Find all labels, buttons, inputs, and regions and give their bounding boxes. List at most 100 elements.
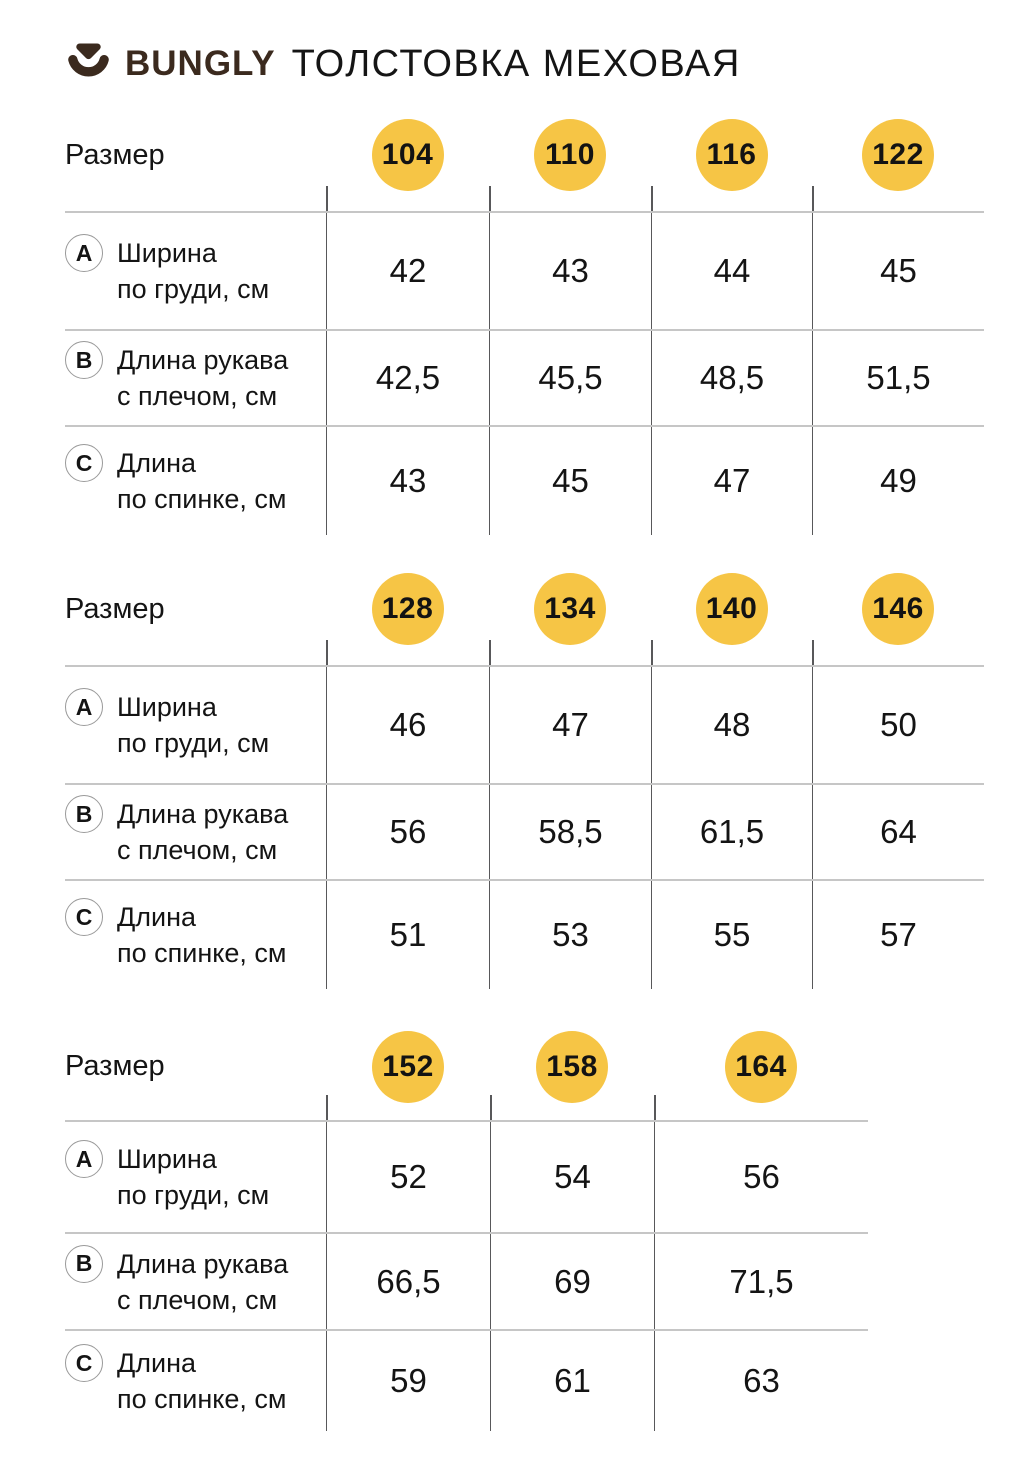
size-column-header: 104 — [326, 113, 489, 211]
size-column-header: 152 — [326, 1027, 490, 1120]
measurement-label: Ширина по груди, см — [117, 692, 270, 758]
table-cell: 55 — [651, 881, 812, 989]
size-badge-158: 158 — [536, 1030, 608, 1103]
size-badge-122: 122 — [862, 119, 934, 191]
table-cell: 47 — [489, 667, 651, 783]
size-column-header: 158 — [490, 1027, 654, 1120]
letter-badge-c: C — [65, 898, 103, 936]
letter-badge-b: B — [65, 795, 103, 833]
measurement-label: Длина рукава с плечом, см — [117, 799, 289, 865]
measurement-row-chest-width: A Ширина по груди, см 42 43 44 45 — [65, 213, 984, 329]
table-cell: 69 — [490, 1234, 654, 1329]
size-badge-152: 152 — [372, 1030, 444, 1103]
table-cell: 71,5 — [654, 1234, 868, 1329]
size-column-header: 146 — [812, 567, 984, 665]
size-column-header: 128 — [326, 567, 489, 665]
table-cell: 63 — [654, 1331, 868, 1431]
letter-badge-a: A — [65, 1140, 103, 1178]
table-cell: 61 — [490, 1331, 654, 1431]
measurement-label: Длина по спинке, см — [117, 1348, 287, 1414]
table-cell: 42 — [326, 213, 489, 329]
letter-badge-a: A — [65, 688, 103, 726]
measurement-row-back-length: C Длина по спинке, см 51 53 55 57 — [65, 879, 984, 989]
letter-badge-c: C — [65, 1344, 103, 1382]
size-badge-140: 140 — [695, 573, 768, 645]
size-column-header: 110 — [489, 113, 651, 211]
table-cell: 42,5 — [326, 331, 489, 425]
letter-badge-c: C — [65, 444, 103, 482]
size-table-104-122: Размер 104 110 116 122 A Ширина по груди… — [65, 113, 984, 535]
size-header-row: Размер 104 110 116 122 — [65, 113, 984, 213]
measurement-label-cell: B Длина рукава с плечом, см — [65, 1234, 326, 1329]
size-badge-116: 116 — [695, 119, 768, 191]
measurement-label-cell: B Длина рукава с плечом, см — [65, 331, 326, 425]
measurement-label-cell: C Длина по спинке, см — [65, 1331, 326, 1431]
measurement-row-back-length: C Длина по спинке, см 59 61 63 — [65, 1329, 868, 1431]
table-cell: 56 — [654, 1122, 868, 1232]
size-row-label-cell: Размер — [65, 1027, 326, 1120]
table-cell: 53 — [489, 881, 651, 989]
brand-name: BUNGLY — [125, 44, 276, 83]
letter-badge-b: B — [65, 1244, 103, 1283]
size-row-label: Размер — [65, 138, 165, 171]
table-cell: 44 — [651, 213, 812, 329]
table-cell: 45 — [489, 427, 651, 535]
measurement-label: Длина по спинке, см — [117, 902, 287, 968]
table-cell: 58,5 — [489, 785, 651, 879]
measurement-label-cell: B Длина рукава с плечом, см — [65, 785, 326, 879]
size-header-row: Размер 152 158 164 — [65, 1027, 868, 1122]
measurement-label-cell: A Ширина по груди, см — [65, 1122, 326, 1232]
table-cell: 47 — [651, 427, 812, 535]
table-cell: 54 — [490, 1122, 654, 1232]
size-badge-104: 104 — [371, 119, 444, 191]
measurement-row-chest-width: A Ширина по груди, см 52 54 56 — [65, 1122, 868, 1232]
size-column-header: 116 — [651, 113, 812, 211]
size-row-label: Размер — [65, 1050, 165, 1082]
size-row-label: Размер — [65, 592, 165, 625]
size-table-152-164: Размер 152 158 164 A Ширина по груди, см… — [65, 1027, 984, 1431]
table-cell: 48,5 — [651, 331, 812, 425]
size-header-row: Размер 128 134 140 146 — [65, 567, 984, 667]
table-cell: 56 — [326, 785, 489, 879]
table-cell: 66,5 — [326, 1234, 490, 1329]
table-cell: 51 — [326, 881, 489, 989]
measurement-label-cell: A Ширина по груди, см — [65, 213, 326, 329]
measurement-label: Ширина по груди, см — [117, 238, 270, 304]
size-column-header: 164 — [654, 1027, 868, 1120]
table-cell: 64 — [812, 785, 984, 879]
size-column-header: 134 — [489, 567, 651, 665]
table-cell: 43 — [326, 427, 489, 535]
letter-badge-a: A — [65, 234, 103, 272]
product-title: ТОЛСТОВКА МЕХОВАЯ — [291, 42, 741, 85]
size-badge-128: 128 — [371, 573, 444, 645]
table-cell: 61,5 — [651, 785, 812, 879]
measurement-row-sleeve-length: B Длина рукава с плечом, см 56 58,5 61,5… — [65, 783, 984, 879]
table-cell: 52 — [326, 1122, 490, 1232]
table-cell: 57 — [812, 881, 984, 989]
measurement-row-chest-width: A Ширина по груди, см 46 47 48 50 — [65, 667, 984, 783]
measurement-label: Ширина по груди, см — [117, 1144, 270, 1210]
size-badge-110: 110 — [534, 119, 606, 191]
size-badge-134: 134 — [534, 573, 606, 645]
size-badge-146: 146 — [862, 573, 934, 645]
measurement-label-cell: C Длина по спинке, см — [65, 881, 326, 989]
letter-badge-b: B — [65, 341, 103, 379]
measurement-label-cell: A Ширина по груди, см — [65, 667, 326, 783]
table-cell: 45,5 — [489, 331, 651, 425]
size-column-header: 122 — [812, 113, 984, 211]
bungly-logo-icon — [68, 42, 109, 76]
measurement-label-cell: C Длина по спинке, см — [65, 427, 326, 535]
table-cell: 49 — [812, 427, 984, 535]
measurement-row-back-length: C Длина по спинке, см 43 45 47 49 — [65, 425, 984, 535]
measurement-row-sleeve-length: B Длина рукава с плечом, см 42,5 45,5 48… — [65, 329, 984, 425]
page-header: BUNGLY ТОЛСТОВКА МЕХОВАЯ — [65, 37, 984, 91]
measurement-label: Длина по спинке, см — [117, 448, 287, 514]
size-column-header: 140 — [651, 567, 812, 665]
table-cell: 51,5 — [812, 331, 984, 425]
table-cell: 45 — [812, 213, 984, 329]
size-row-label-cell: Размер — [65, 567, 326, 665]
size-row-label-cell: Размер — [65, 113, 326, 211]
table-cell: 59 — [326, 1331, 490, 1431]
size-badge-164: 164 — [725, 1030, 797, 1103]
measurement-row-sleeve-length: B Длина рукава с плечом, см 66,5 69 71,5 — [65, 1232, 868, 1329]
